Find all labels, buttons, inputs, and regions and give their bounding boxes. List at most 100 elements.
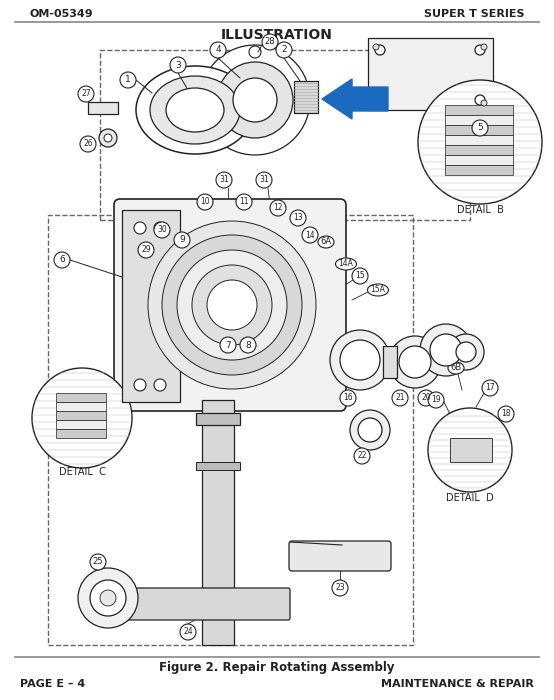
Circle shape [90, 554, 106, 570]
FancyBboxPatch shape [383, 346, 397, 378]
Circle shape [340, 340, 380, 380]
Circle shape [174, 232, 190, 248]
Text: 26: 26 [83, 139, 93, 148]
Circle shape [350, 410, 390, 450]
Circle shape [340, 390, 356, 406]
FancyBboxPatch shape [445, 125, 513, 135]
Text: 21: 21 [395, 393, 405, 402]
Circle shape [302, 227, 318, 243]
FancyBboxPatch shape [289, 541, 391, 571]
Text: 13: 13 [293, 214, 303, 223]
Circle shape [148, 221, 316, 389]
FancyBboxPatch shape [56, 411, 106, 420]
Text: 23: 23 [335, 584, 345, 592]
Text: 31: 31 [219, 176, 229, 185]
Text: 15: 15 [355, 272, 365, 281]
Circle shape [78, 86, 94, 102]
Text: SUPER T SERIES: SUPER T SERIES [423, 9, 524, 19]
Circle shape [481, 100, 487, 106]
Circle shape [100, 590, 116, 606]
FancyBboxPatch shape [202, 400, 234, 645]
Circle shape [375, 45, 385, 55]
Circle shape [138, 242, 154, 258]
Text: 24: 24 [183, 627, 193, 636]
Text: 7: 7 [225, 340, 231, 349]
Circle shape [373, 44, 379, 50]
Circle shape [170, 57, 186, 73]
Text: 6: 6 [59, 256, 65, 265]
Text: 1: 1 [125, 76, 131, 85]
FancyBboxPatch shape [445, 155, 513, 165]
Circle shape [236, 194, 252, 210]
Ellipse shape [136, 66, 254, 154]
Text: 8: 8 [245, 340, 251, 349]
FancyBboxPatch shape [196, 413, 240, 425]
FancyBboxPatch shape [56, 429, 106, 438]
Ellipse shape [150, 76, 240, 144]
Circle shape [197, 194, 213, 210]
Circle shape [430, 334, 462, 366]
Text: 17: 17 [485, 384, 495, 393]
Text: 6B: 6B [450, 363, 461, 372]
Circle shape [78, 568, 138, 628]
Circle shape [332, 580, 348, 596]
Circle shape [200, 45, 310, 155]
Ellipse shape [166, 88, 224, 132]
FancyBboxPatch shape [114, 199, 346, 411]
Text: OM-05349: OM-05349 [30, 9, 94, 19]
Circle shape [392, 390, 408, 406]
Circle shape [389, 336, 441, 388]
Text: DETAIL  B: DETAIL B [456, 205, 504, 215]
Text: 22: 22 [357, 452, 367, 461]
Text: 30: 30 [157, 225, 167, 234]
Text: 15A: 15A [371, 286, 386, 295]
Circle shape [481, 44, 487, 50]
FancyBboxPatch shape [56, 393, 106, 402]
Text: MAINTENANCE & REPAIR: MAINTENANCE & REPAIR [381, 679, 534, 689]
Ellipse shape [367, 284, 388, 296]
Circle shape [428, 392, 444, 408]
Circle shape [240, 337, 256, 353]
Text: 31: 31 [259, 176, 269, 185]
Circle shape [330, 330, 390, 390]
Circle shape [154, 222, 170, 238]
Ellipse shape [336, 258, 357, 270]
Circle shape [420, 324, 472, 376]
Circle shape [354, 448, 370, 464]
Circle shape [418, 390, 434, 406]
Circle shape [154, 222, 166, 234]
Circle shape [207, 280, 257, 330]
Circle shape [290, 210, 306, 226]
Circle shape [399, 346, 431, 378]
Circle shape [210, 42, 226, 58]
FancyBboxPatch shape [196, 462, 240, 470]
Text: 3: 3 [175, 60, 181, 69]
Text: 20: 20 [421, 393, 431, 402]
Text: 14A: 14A [338, 260, 353, 269]
FancyBboxPatch shape [98, 588, 290, 620]
Text: DETAIL  C: DETAIL C [59, 467, 105, 477]
Text: PAGE E – 4: PAGE E – 4 [20, 679, 85, 689]
Text: 6A: 6A [320, 237, 331, 246]
Ellipse shape [448, 362, 464, 374]
FancyBboxPatch shape [445, 145, 513, 155]
Circle shape [373, 100, 379, 106]
Circle shape [104, 134, 112, 142]
Circle shape [472, 120, 488, 136]
Text: 12: 12 [273, 204, 283, 213]
Circle shape [216, 172, 232, 188]
Circle shape [217, 62, 293, 138]
Circle shape [498, 406, 514, 422]
Text: Figure 2. Repair Rotating Assembly: Figure 2. Repair Rotating Assembly [159, 662, 395, 675]
Text: 25: 25 [93, 557, 103, 566]
Text: 18: 18 [501, 410, 511, 419]
FancyBboxPatch shape [56, 420, 106, 429]
FancyBboxPatch shape [88, 102, 118, 114]
FancyBboxPatch shape [445, 105, 513, 115]
Circle shape [482, 380, 498, 396]
FancyArrow shape [322, 79, 388, 119]
Circle shape [448, 334, 484, 370]
FancyBboxPatch shape [450, 438, 492, 462]
Circle shape [249, 46, 261, 58]
Text: 28: 28 [265, 38, 275, 46]
